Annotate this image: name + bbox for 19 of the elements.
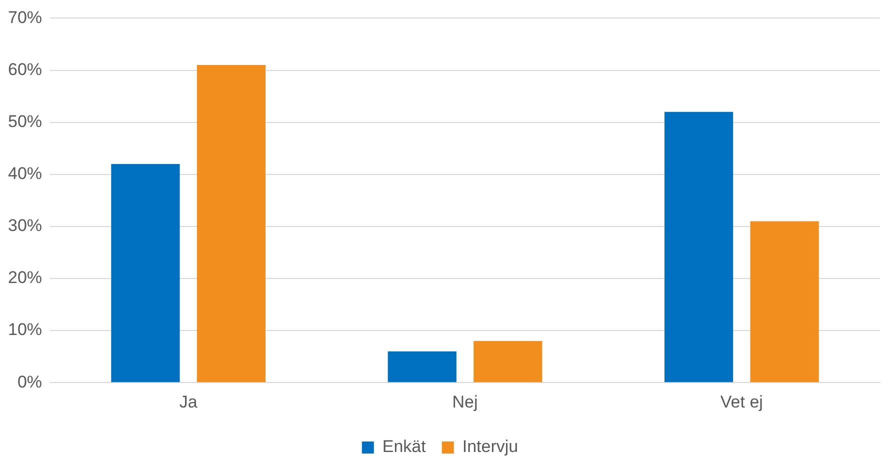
bar bbox=[388, 351, 456, 382]
bar bbox=[750, 221, 819, 382]
bar bbox=[474, 340, 542, 382]
bar bbox=[111, 164, 180, 382]
x-tick-label: Nej bbox=[452, 392, 478, 412]
x-tick-label: Ja bbox=[179, 392, 198, 412]
y-tick-label: 20% bbox=[8, 268, 42, 288]
y-tick-label: 30% bbox=[8, 216, 42, 236]
bar bbox=[196, 65, 266, 382]
y-tick-label: 0% bbox=[17, 372, 42, 392]
y-tick-label: 60% bbox=[8, 60, 42, 79]
y-tick-label: 70% bbox=[8, 8, 42, 27]
legend-label: Intervju bbox=[462, 437, 518, 456]
legend-label: Enkät bbox=[382, 437, 426, 456]
x-tick-label: Vet ej bbox=[720, 392, 763, 412]
y-tick-label: 50% bbox=[8, 112, 42, 131]
y-tick-label: 40% bbox=[8, 164, 42, 184]
bar bbox=[664, 112, 734, 382]
y-tick-label: 10% bbox=[8, 320, 42, 340]
